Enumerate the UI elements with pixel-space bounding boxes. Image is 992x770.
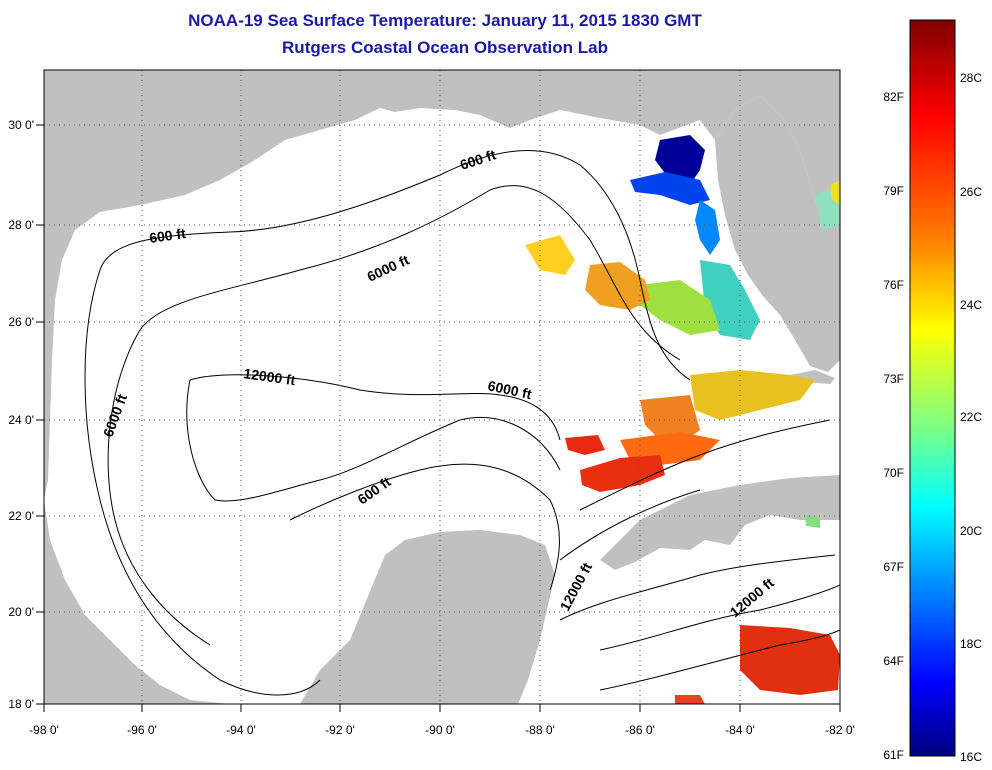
map-subtitle: Rutgers Coastal Ocean Observation Lab bbox=[282, 38, 608, 57]
colorbar-c-label: 22C bbox=[960, 410, 982, 424]
lon-tick-label: -88 0' bbox=[525, 723, 555, 737]
colorbar-c-label: 18C bbox=[960, 637, 982, 651]
lat-tick-label: 22 0' bbox=[8, 509, 34, 523]
colorbar-fahrenheit-labels: 82F 79F 76F 73F 70F 67F 64F 61F bbox=[883, 90, 904, 762]
colorbar-f-label: 76F bbox=[883, 278, 904, 292]
lon-tick-label: -92 0' bbox=[325, 723, 355, 737]
lat-tick-label: 28 0' bbox=[8, 218, 34, 232]
lon-tick-label: -90 0' bbox=[425, 723, 455, 737]
colorbar-f-label: 61F bbox=[883, 748, 904, 762]
colorbar-f-label: 79F bbox=[883, 184, 904, 198]
colorbar-f-label: 70F bbox=[883, 466, 904, 480]
lon-tick-label: -82 0' bbox=[825, 723, 855, 737]
colorbar bbox=[909, 19, 956, 757]
lat-tick-label: 26 0' bbox=[8, 315, 34, 329]
florida-peninsula-land bbox=[715, 95, 840, 372]
contour-label: 12000 ft bbox=[243, 365, 297, 388]
colorbar-celsius-labels: 28C 26C 24C 22C 20C 18C 16C bbox=[960, 71, 982, 764]
colorbar-c-label: 28C bbox=[960, 71, 982, 85]
axis-ticks bbox=[36, 124, 841, 712]
lat-tick-label: 18 0' bbox=[8, 697, 34, 711]
colorbar-f-label: 67F bbox=[883, 560, 904, 574]
graticule-grid bbox=[44, 70, 840, 704]
colorbar-c-label: 16C bbox=[960, 750, 982, 764]
lon-tick-label: -86 0' bbox=[625, 723, 655, 737]
map-border bbox=[43, 69, 841, 705]
lon-tick-label: -84 0' bbox=[725, 723, 755, 737]
colorbar-f-label: 64F bbox=[883, 654, 904, 668]
yucatan-peninsula-land bbox=[300, 530, 555, 704]
contour-label: 600 ft bbox=[148, 225, 187, 246]
lon-tick-label: -96 0' bbox=[127, 723, 157, 737]
mexico-coast-land bbox=[44, 500, 230, 704]
lon-tick-label: -94 0' bbox=[226, 723, 256, 737]
cuba-land bbox=[600, 475, 840, 570]
lat-tick-label: 24 0' bbox=[8, 413, 34, 427]
florida-keys-land bbox=[790, 370, 835, 384]
colorbar-c-label: 26C bbox=[960, 185, 982, 199]
lat-tick-label: 20 0' bbox=[8, 605, 34, 619]
longitude-labels: -98 0' -96 0' -94 0' -92 0' -90 0' -88 0… bbox=[29, 723, 855, 737]
colorbar-f-label: 82F bbox=[883, 90, 904, 104]
colorbar-f-label: 73F bbox=[883, 372, 904, 386]
latitude-labels: 30 0' 28 0' 26 0' 24 0' 22 0' 20 0' 18 0… bbox=[8, 118, 34, 711]
colorbar-c-label: 20C bbox=[960, 524, 982, 538]
map-title: NOAA-19 Sea Surface Temperature: January… bbox=[188, 11, 702, 30]
us-gulf-coast-land bbox=[44, 70, 840, 500]
colorbar-c-label: 24C bbox=[960, 298, 982, 312]
lat-tick-label: 30 0' bbox=[8, 118, 34, 132]
sst-data-patches bbox=[525, 135, 840, 704]
lon-tick-label: -98 0' bbox=[29, 723, 59, 737]
